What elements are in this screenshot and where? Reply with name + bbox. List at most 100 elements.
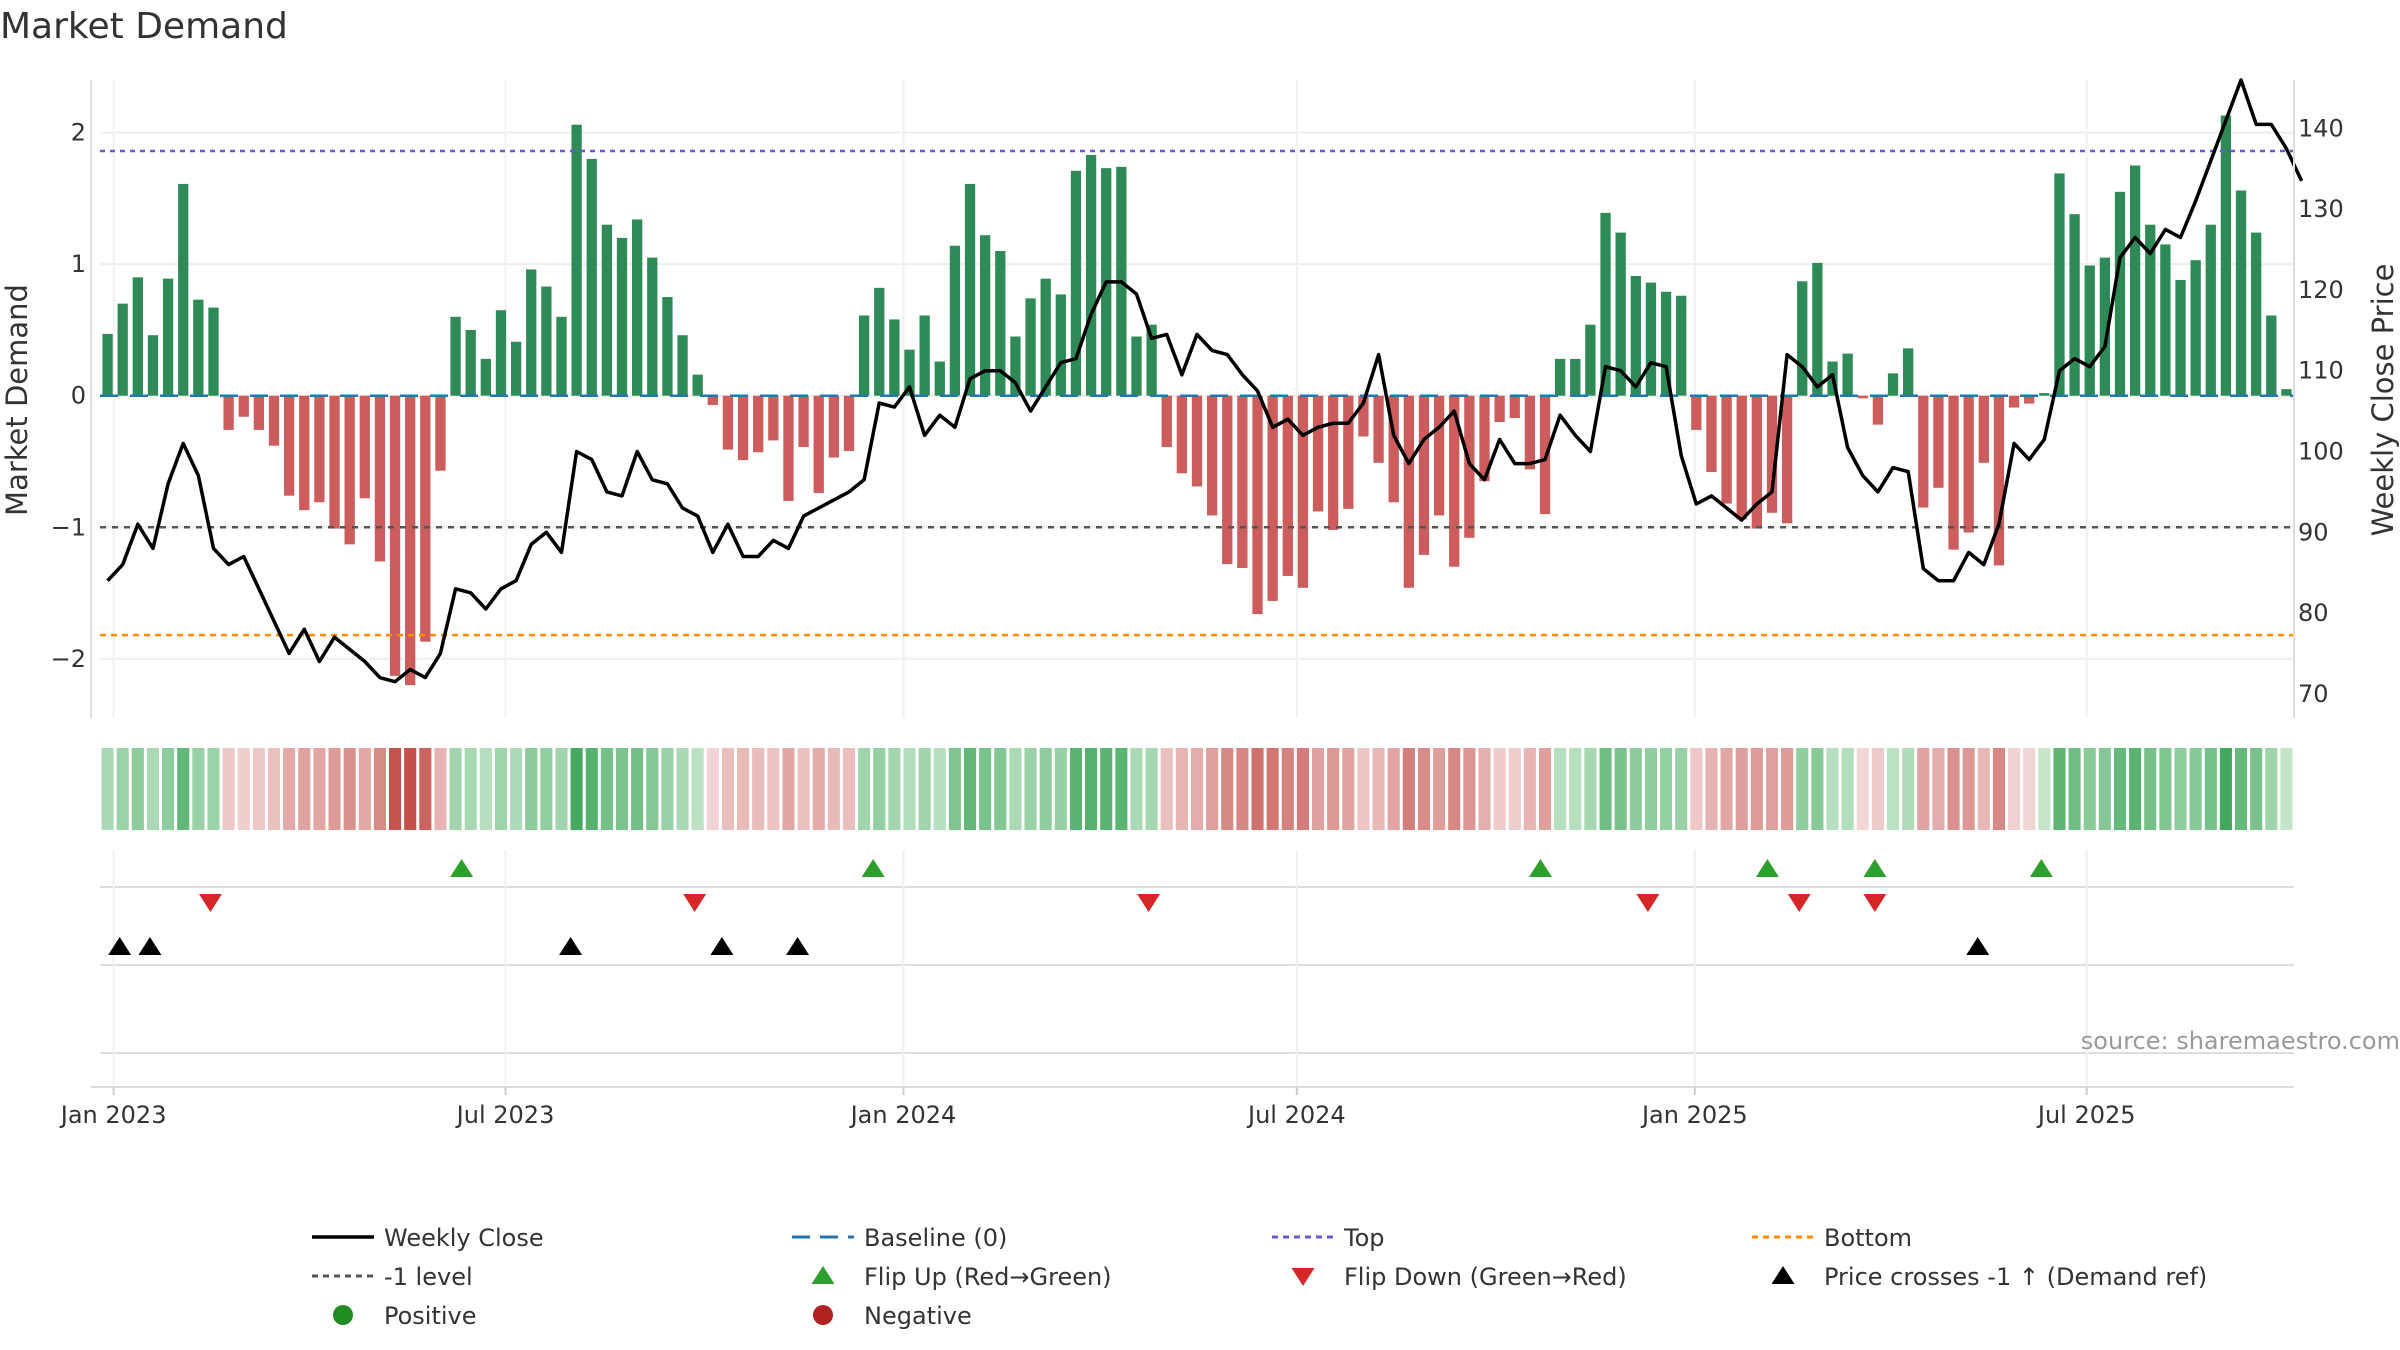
heat-cell (1493, 748, 1506, 830)
x-tick-label: Jul 2023 (455, 1101, 555, 1129)
heat-cell (948, 748, 961, 830)
heat-cell (1145, 748, 1158, 830)
demand-bar (995, 251, 1006, 396)
heat-cell (1508, 748, 1521, 830)
demand-bar (1524, 395, 1536, 470)
demand-bar (1267, 395, 1278, 601)
source-note: source: sharemaestro.com (2081, 1027, 2400, 1055)
heat-cell (631, 748, 644, 830)
demand-bar (1963, 395, 1974, 533)
y-tick-label: −2 (51, 645, 86, 673)
heat-cell (404, 748, 417, 830)
flip-up-marker (1755, 859, 1779, 877)
price-cross-marker (559, 937, 583, 955)
heat-cell (1327, 748, 1340, 830)
legend-label: Baseline (0) (864, 1224, 1007, 1252)
x-axis: Jan 2023 Jul 2023 Jan 2024 Jul 2024 Jan 2025… (59, 1086, 2294, 1129)
demand-bar (435, 395, 446, 471)
demand-bar (753, 395, 764, 453)
heat-cell (1281, 748, 1294, 830)
heat-cell (1417, 748, 1431, 830)
heat-cell (1069, 748, 1083, 830)
heat-cell (1054, 748, 1067, 830)
legend-label: Positive (384, 1302, 477, 1330)
y2-axis-title: Weekly Close Price (2366, 264, 2400, 537)
heat-cell (1675, 748, 1688, 830)
demand-bar (571, 124, 582, 396)
heat-cell (888, 748, 901, 830)
heat-cell (1024, 748, 1037, 830)
heat-cell (1039, 748, 1052, 830)
demand-bar (1630, 276, 1641, 396)
legend: Weekly Close Baseline (0) Top Bottom -1 leve… (312, 1224, 2207, 1330)
demand-bar (208, 307, 219, 396)
demand-bar (874, 287, 885, 396)
demand-bar (1615, 232, 1626, 396)
demand-bar (2145, 224, 2156, 396)
heat-cell (131, 748, 144, 830)
demand-bar (314, 395, 325, 503)
heat-cell (2204, 748, 2217, 830)
heat-cell (812, 748, 825, 830)
heat-cell (1765, 748, 1779, 830)
demand-bar (2251, 232, 2262, 396)
demand-bar (1993, 395, 2005, 566)
demand-bar (1433, 395, 1445, 516)
legend-label: Price crosses -1 ↑ (Demand ref) (1824, 1263, 2207, 1291)
heat-cell (1523, 748, 1536, 830)
heat-cell (283, 748, 296, 830)
heat-cell (1992, 748, 2005, 830)
legend-swatch-triangle-down (1291, 1268, 1315, 1286)
x-tick-label: Jul 2025 (2036, 1101, 2136, 1129)
heat-cell (1781, 748, 1794, 830)
y2-tick-label: 80 (2298, 599, 2329, 627)
heat-cell (389, 748, 402, 830)
demand-bar (1085, 154, 1097, 396)
demand-bar (2160, 244, 2171, 396)
demand-bar (2220, 115, 2232, 396)
event-markers (100, 850, 2294, 1085)
demand-bar (1918, 395, 1929, 508)
demand-bar (268, 395, 280, 446)
demand-bar (1948, 395, 1959, 550)
heat-cell (1175, 748, 1188, 830)
demand-bar (1403, 395, 1414, 588)
demand-bar (117, 303, 128, 396)
flip-down-marker (1863, 894, 1887, 912)
demand-bar (147, 335, 159, 396)
heat-cell (1841, 748, 1854, 830)
flip-down-marker (198, 894, 222, 912)
demand-bar (299, 395, 310, 511)
heat-cell (767, 748, 780, 830)
demand-bar (2054, 173, 2065, 396)
y-tick-label: 0 (71, 382, 86, 410)
y2-tick-label: 110 (2298, 357, 2344, 385)
heat-cell (1463, 748, 1476, 830)
heat-cell (1644, 748, 1657, 830)
price-line-layer (106, 78, 2304, 684)
demand-bar (1660, 291, 1672, 396)
heat-cell (1660, 748, 1673, 830)
demand-bar (1237, 395, 1248, 569)
flip-down-marker (1787, 894, 1811, 912)
demand-bar (677, 335, 688, 396)
heat-cell (903, 748, 916, 830)
demand-bar (238, 395, 249, 417)
price-cross-marker (138, 937, 162, 955)
demand-bar (2281, 389, 2292, 396)
heat-cell (2280, 748, 2293, 830)
demand-bar (692, 374, 703, 396)
flip-up-marker (1863, 859, 1887, 877)
heat-cell (373, 748, 386, 830)
demand-bar (2190, 260, 2201, 396)
demand-bar (1872, 395, 1884, 425)
demand-bar (616, 237, 628, 396)
demand-bar (193, 299, 204, 396)
legend-item: Negative (813, 1302, 972, 1330)
demand-bar (359, 395, 370, 499)
demand-bar (1887, 373, 1899, 396)
heat-cell (1690, 748, 1703, 830)
demand-bar (2024, 395, 2035, 404)
demand-bar (2266, 315, 2277, 396)
heat-cell (237, 748, 250, 830)
